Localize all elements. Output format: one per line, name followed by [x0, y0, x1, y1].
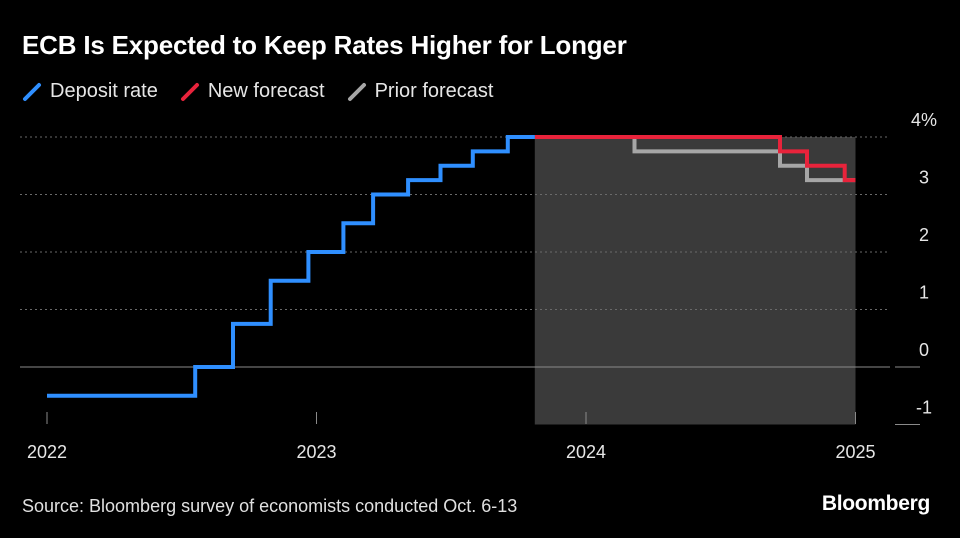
x-tick-label: 2024: [566, 442, 606, 462]
series-line-prior-forecast: [534, 135, 856, 183]
series-line-deposit-rate: [47, 135, 535, 398]
legend-item-deposit-rate: Deposit rate: [22, 80, 158, 103]
legend-swatch-deposit-rate: [23, 82, 41, 101]
source-note: Source: Bloomberg survey of economists c…: [22, 496, 518, 516]
x-tick-label: 2025: [835, 442, 875, 462]
bloomberg-logo: Bloomberg: [821, 492, 930, 515]
forecast-shaded-region: [534, 137, 856, 425]
y-tick-label: 2: [919, 225, 929, 245]
y-tick-label: 4%: [911, 110, 937, 130]
legend-label-new-forecast: New forecast: [207, 80, 325, 102]
series-line-new-forecast: [534, 135, 856, 183]
y-tick-label: 0: [919, 340, 929, 360]
legend: Deposit rate New forecast Prior forecast: [22, 80, 494, 103]
legend-swatch-new-forecast: [180, 82, 199, 101]
legend-item-new-forecast: New forecast: [180, 80, 325, 103]
legend-item-prior-forecast: Prior forecast: [347, 80, 494, 103]
y-tick-label: 1: [919, 283, 929, 303]
legend-label-prior-forecast: Prior forecast: [374, 80, 494, 102]
x-tick-label: 2022: [27, 442, 67, 462]
chart-title: ECB Is Expected to Keep Rates Higher for…: [22, 30, 627, 60]
y-tick-label: -1: [916, 398, 932, 418]
legend-label-deposit-rate: Deposit rate: [50, 80, 158, 102]
y-tick-label: 3: [919, 168, 929, 188]
x-tick-label: 2023: [296, 442, 336, 462]
legend-swatch-prior-forecast: [347, 82, 366, 101]
